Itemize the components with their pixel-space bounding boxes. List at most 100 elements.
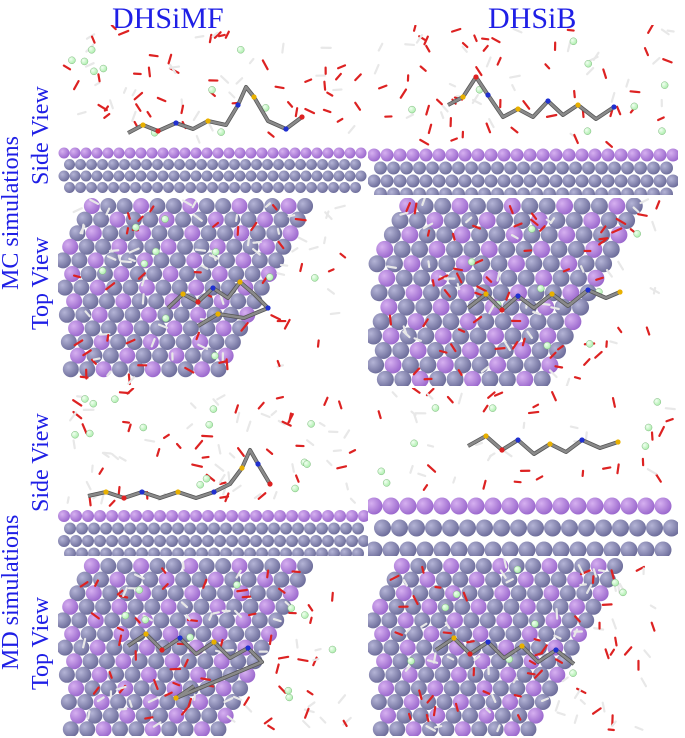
surface-atom [442,313,460,331]
surface-atom-top [355,147,367,159]
surface-atom [89,639,106,656]
surface-atom [102,347,119,364]
surface-atom [509,680,526,697]
surface-atom [406,626,423,642]
surface-atom [210,361,227,378]
mc-dhsib-side-panel [368,25,678,195]
surface-atom [445,174,459,188]
surface-atom [564,313,582,331]
chloride-ion [236,46,245,54]
water-molecule [235,77,244,85]
inhibitor-atom [210,285,216,291]
water-molecule [127,423,132,433]
water-molecule [85,480,92,491]
inhibitor-atom [215,311,221,317]
water-molecule [201,434,214,438]
surface-atom [70,347,87,364]
water-molecule [419,138,430,146]
surface-atom [500,666,517,683]
water-molecule [426,659,439,664]
surface-atom [358,535,368,547]
water-molecule [201,264,209,270]
surface-atom [534,694,551,710]
surface-atom [79,361,96,378]
water-molecule [635,565,646,572]
water-molecule [244,705,253,713]
water-molecule [191,463,203,468]
surface-atom [502,298,520,316]
water-molecule [437,274,449,281]
water-molecule [496,270,501,282]
surface-atom [543,161,556,175]
water-molecule [88,497,92,507]
surface-atom [401,666,418,683]
water-molecule [516,714,522,721]
surface-atom [168,170,180,182]
surface-atom [58,170,70,182]
water-molecule [128,699,133,708]
surface-atom [297,558,314,574]
chloride-ion [99,64,108,73]
surface-atom [260,626,277,642]
surface-atom [133,320,150,337]
chloride-ion [301,611,309,619]
surface-atom [429,370,447,386]
md-top-view-label: Top View [28,596,54,690]
water-molecule [389,574,400,581]
surface-atom [169,252,186,269]
surface-atom [525,680,542,697]
surface-atom [79,721,96,736]
chloride-ion [98,267,107,275]
chloride-ion [233,581,241,589]
surface-atom [88,522,100,535]
water-molecule [226,715,236,723]
water-molecule [496,56,502,66]
chloride-ion [81,395,89,403]
water-molecule [354,73,362,82]
water-molecule [611,396,616,408]
surface-atom [582,187,595,195]
surface-atom [530,187,543,195]
surface-atom [233,225,250,242]
surface-atom [100,547,112,556]
md-dhsimf-side-render [58,388,368,556]
water-molecule [85,33,96,40]
surface-atom [98,653,115,670]
surface-atom [395,585,412,602]
surface-atom-top [202,510,214,522]
water-molecule [106,333,110,342]
chloride-ion [569,669,577,677]
surface-atom [311,170,323,182]
surface-atom [80,170,92,182]
surface-atom [259,238,275,255]
surface-atom [91,306,108,323]
surface-atom [133,680,150,697]
water-molecule [84,62,95,68]
surface-atom [152,707,169,724]
water-molecule [81,423,88,435]
surface-atom-top [322,147,334,159]
inhibitor-atom [485,639,491,645]
surface-atom [439,187,452,195]
water-molecule [175,442,182,449]
chloride-ion [71,431,79,439]
surface-atom [500,269,518,287]
surface-atom [411,370,429,386]
surface-atom-top [358,510,368,522]
surface-atom [172,547,184,556]
water-molecule [270,410,278,417]
surface-atom-top [523,148,537,162]
chloride-ion [377,467,386,476]
surface-atom [562,284,580,302]
surface-atom [384,356,402,374]
water-molecule [267,131,275,138]
surface-atom [100,680,117,697]
water-molecule [101,451,110,458]
water-molecule [228,91,236,99]
water-molecule [92,686,100,695]
water-molecule [291,247,299,253]
water-molecule [279,263,289,267]
inhibitor-atom [547,441,553,447]
water-molecule [402,325,408,336]
water-molecule [126,212,131,220]
